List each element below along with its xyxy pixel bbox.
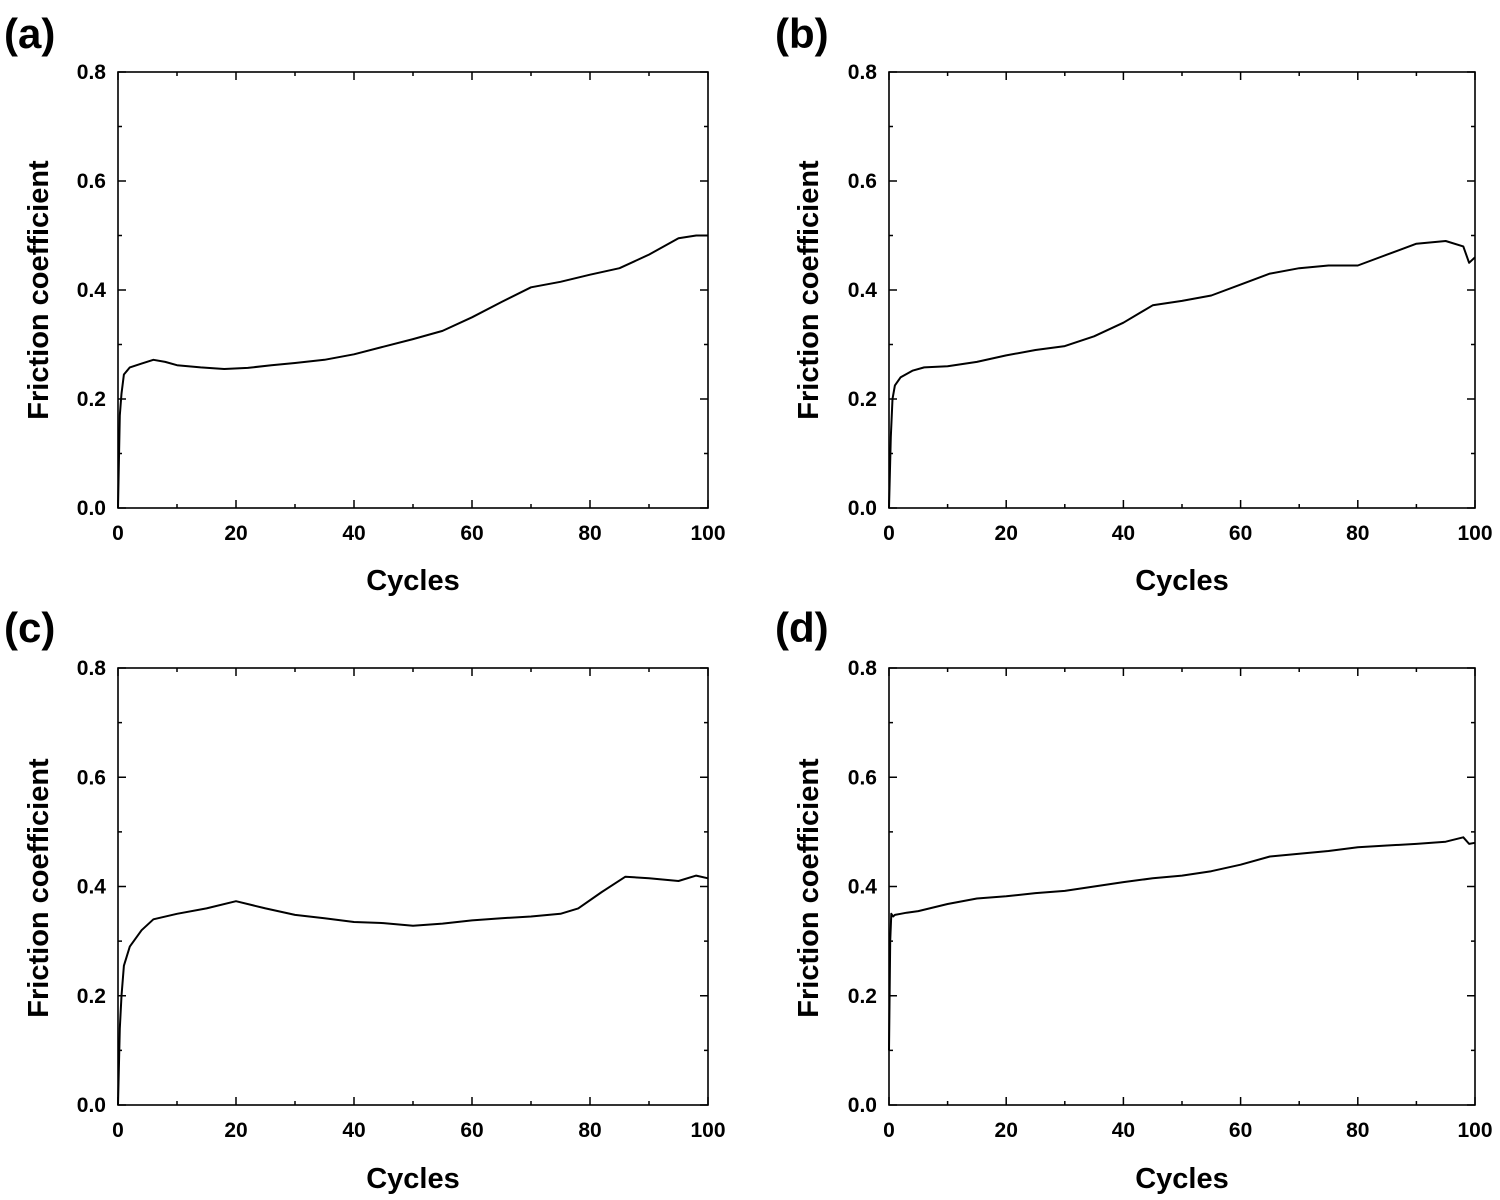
y-axis-title: Friction coefficient: [793, 758, 825, 1018]
x-axis-title: Cycles: [1135, 565, 1229, 597]
y-tick-label: 0.4: [77, 279, 107, 302]
y-tick-label: 0.0: [848, 1094, 877, 1117]
x-tick-label: 40: [342, 522, 365, 545]
x-tick-label: 20: [224, 1119, 247, 1142]
chart-panel: (c) 0 20 40 60 80 100 0.0 0.2 0.4 0.6 0.8 Cycles Fric…: [4, 604, 726, 1195]
panel-label: (d): [775, 604, 829, 651]
x-tick-label: 100: [1457, 1119, 1492, 1142]
x-tick-label: 0: [112, 1119, 124, 1142]
plot-frame: [888, 667, 1476, 1106]
x-tick-label: 80: [1346, 522, 1369, 545]
x-tick-label: 40: [342, 1119, 365, 1142]
y-tick-label: 0.8: [848, 61, 878, 84]
y-tick-label: 0.2: [77, 985, 106, 1008]
y-tick-label: 0.0: [848, 497, 877, 520]
series-line: [888, 836, 1476, 1051]
x-tick-label: 60: [460, 1119, 483, 1142]
y-tick-label: 0.8: [77, 657, 107, 680]
y-tick-label: 0.0: [77, 497, 106, 520]
x-axis-title: Cycles: [1135, 1163, 1229, 1195]
x-tick-label: 100: [690, 522, 725, 545]
panel-label: (c): [4, 604, 55, 651]
x-tick-label: 60: [1229, 522, 1252, 545]
series-line: [117, 874, 709, 1106]
plot-frame: [117, 71, 709, 509]
x-tick-label: 20: [995, 522, 1018, 545]
x-tick-label: 0: [112, 522, 124, 545]
chart-panel: (a) 0 20 40 60 80 100 0.0 0.2 0.4 0.6 0.8 Cycles Fric…: [4, 10, 726, 597]
chart-panel: (b) 0 20 40 60 80 100 0.0 0.2 0.4 0.6 0.8 Cycles Fric…: [775, 10, 1493, 597]
y-tick-label: 0.6: [848, 766, 877, 789]
x-tick-label: 80: [578, 1119, 601, 1142]
plot-frame: [117, 667, 709, 1106]
y-tick-label: 0.6: [848, 170, 877, 193]
panel-label: (a): [4, 10, 55, 57]
y-axis-title: Friction coefficient: [23, 758, 55, 1018]
series-line: [888, 240, 1476, 509]
y-tick-label: 0.4: [848, 876, 878, 899]
x-tick-label: 20: [224, 522, 247, 545]
x-tick-label: 40: [1112, 1119, 1135, 1142]
x-tick-label: 0: [883, 1119, 895, 1142]
y-tick-label: 0.0: [77, 1094, 106, 1117]
x-axis-title: Cycles: [366, 1163, 460, 1195]
y-tick-label: 0.2: [848, 985, 877, 1008]
y-axis-title: Friction coefficient: [23, 160, 55, 420]
y-tick-label: 0.4: [77, 876, 107, 899]
x-axis-title: Cycles: [366, 565, 460, 597]
x-tick-label: 100: [1457, 522, 1492, 545]
panel-label: (b): [775, 10, 829, 57]
y-tick-label: 0.8: [848, 657, 878, 680]
x-tick-label: 60: [460, 522, 483, 545]
x-tick-label: 100: [690, 1119, 725, 1142]
x-tick-label: 40: [1112, 522, 1135, 545]
y-tick-label: 0.2: [77, 388, 106, 411]
x-tick-label: 80: [578, 522, 601, 545]
chart-panel: (d) 0 20 40 60 80 100 0.0 0.2 0.4 0.6 0.8 Cycles Fric…: [775, 604, 1493, 1195]
x-tick-label: 80: [1346, 1119, 1369, 1142]
plot-frame: [888, 71, 1476, 509]
x-tick-label: 60: [1229, 1119, 1252, 1142]
y-tick-label: 0.4: [848, 279, 878, 302]
x-tick-label: 0: [883, 522, 895, 545]
y-axis-title: Friction coefficient: [793, 160, 825, 420]
x-tick-label: 20: [995, 1119, 1018, 1142]
y-tick-label: 0.6: [77, 766, 106, 789]
y-tick-label: 0.6: [77, 170, 106, 193]
y-tick-label: 0.8: [77, 61, 107, 84]
y-tick-label: 0.2: [848, 388, 877, 411]
series-line: [117, 234, 708, 509]
